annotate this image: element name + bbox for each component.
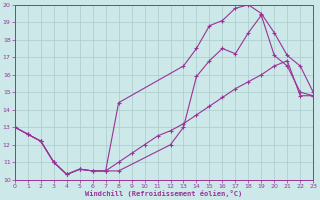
X-axis label: Windchill (Refroidissement éolien,°C): Windchill (Refroidissement éolien,°C) [85,190,243,197]
